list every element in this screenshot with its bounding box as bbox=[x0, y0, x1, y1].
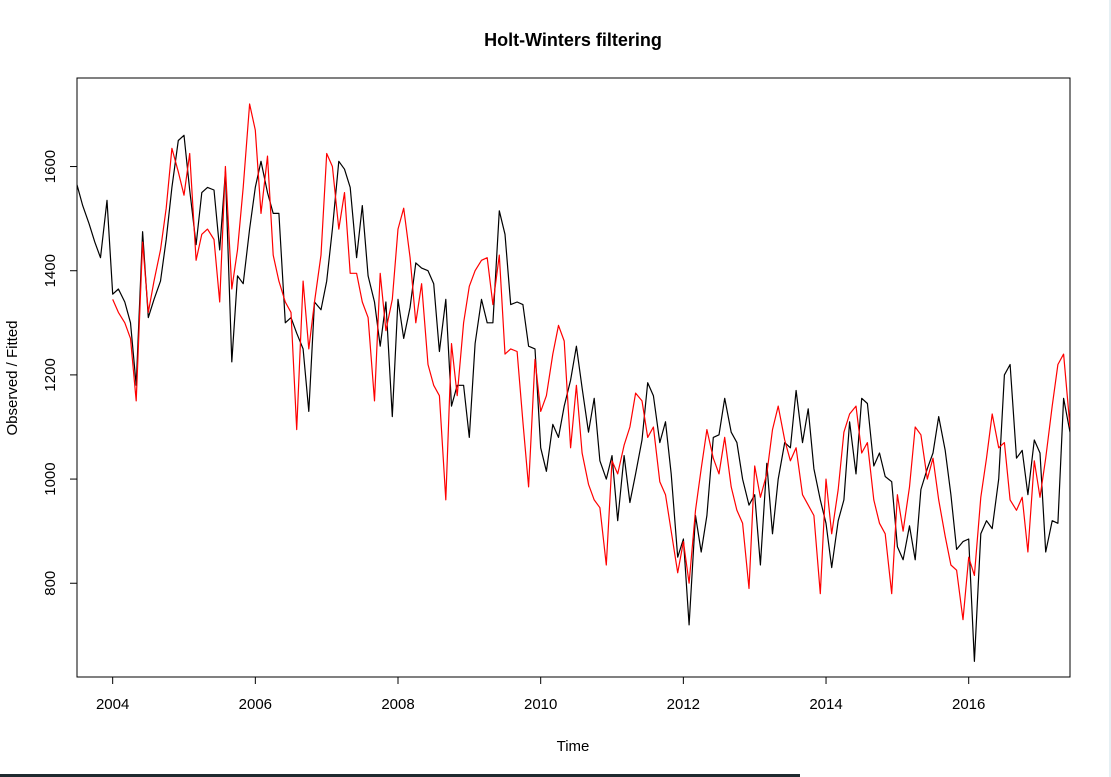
x-tick-label: 2006 bbox=[239, 696, 272, 713]
x-tick-label: 2004 bbox=[96, 696, 129, 713]
y-tick-label: 1200 bbox=[42, 358, 59, 391]
chart-title: Holt-Winters filtering bbox=[484, 30, 662, 50]
x-tick-label: 2014 bbox=[809, 696, 842, 713]
x-axis-label: Time bbox=[557, 738, 590, 755]
y-axis-label: Observed / Fitted bbox=[4, 320, 21, 435]
series-layer bbox=[77, 103, 1070, 663]
plot-frame bbox=[76, 77, 1071, 678]
fitted-series-line bbox=[112, 103, 1070, 621]
window-right-edge bbox=[1109, 0, 1111, 777]
y-tick-label: 800 bbox=[42, 571, 59, 596]
y-tick-label: 1600 bbox=[42, 150, 59, 183]
y-tick-label: 1400 bbox=[42, 254, 59, 287]
x-tick-label: 2010 bbox=[524, 696, 557, 713]
observed-series-line bbox=[77, 134, 1070, 663]
window-bottom-edge bbox=[0, 774, 800, 777]
x-tick-label: 2008 bbox=[381, 696, 414, 713]
y-axis: 800 1000 1200 1400 1600 bbox=[42, 150, 77, 596]
x-tick-label: 2012 bbox=[667, 696, 700, 713]
x-axis: 2004 2006 2008 2010 2012 2014 2016 bbox=[96, 677, 985, 713]
y-tick-label: 1000 bbox=[42, 462, 59, 495]
x-tick-label: 2016 bbox=[952, 696, 985, 713]
